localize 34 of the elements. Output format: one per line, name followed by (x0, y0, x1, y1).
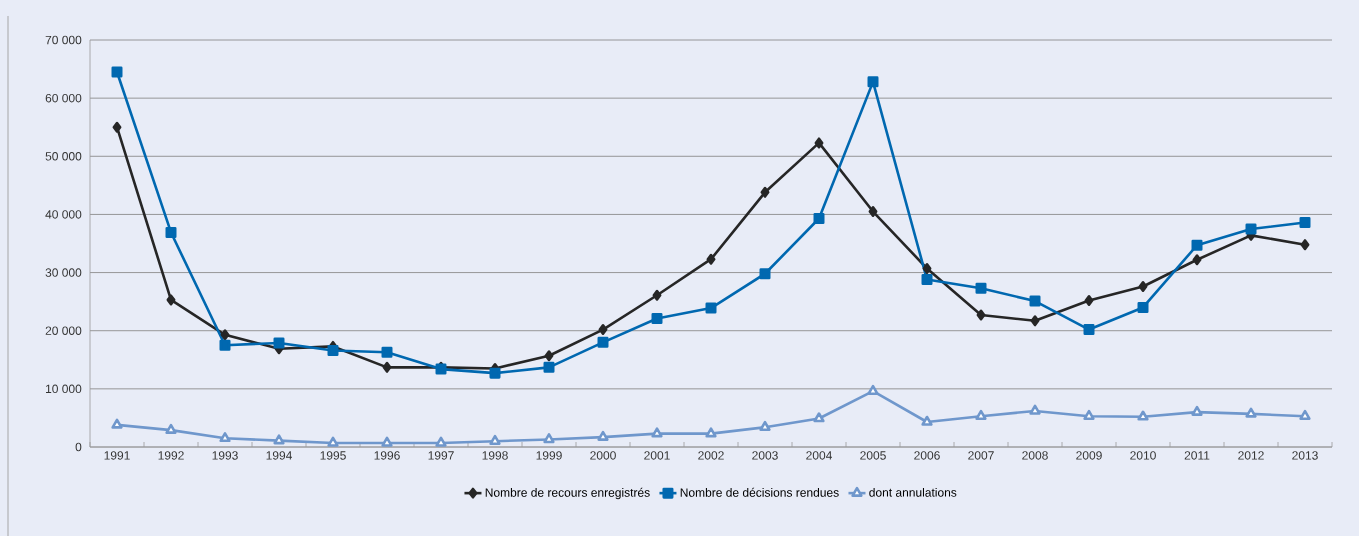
x-tick-label: 1992 (158, 450, 184, 460)
x-tick-label: 2002 (698, 450, 724, 460)
x-tick-label: 2008 (1022, 450, 1048, 460)
legend-label: Nombre de recours enregistrés (485, 487, 650, 499)
x-tick-label: 2011 (1184, 450, 1210, 460)
legend-label: Nombre de décisions rendues (680, 487, 839, 497)
y-tick-label: 60 000 (45, 93, 82, 103)
x-tick-label: 2013 (1292, 450, 1318, 460)
y-tick-label: 40 000 (45, 209, 82, 219)
x-tick-label: 1999 (536, 450, 562, 460)
legend-label: dont annulations (869, 487, 957, 497)
x-tick-label: 2009 (1076, 450, 1102, 460)
y-tick-label: 20 000 (45, 326, 82, 335)
x-tick-label: 1998 (482, 450, 508, 460)
x-tick-label: 1993 (212, 450, 238, 460)
x-tick-label: 2004 (806, 450, 832, 460)
y-tick-label: 10 000 (46, 384, 82, 393)
x-tick-label: 2006 (914, 450, 940, 460)
y-tick-label: 50 000 (45, 151, 82, 161)
x-tick-label: 1996 (374, 450, 400, 460)
x-tick-label: 2000 (590, 450, 616, 460)
x-tick-label: 1991 (104, 450, 130, 460)
x-tick-label: 1994 (266, 450, 292, 460)
y-tick-label: 0 (75, 442, 82, 452)
x-tick-label: 2012 (1238, 450, 1264, 460)
x-tick-label: 2003 (752, 450, 778, 460)
y-tick-label: 70 000 (45, 35, 82, 45)
y-tick-label: 30 000 (45, 268, 82, 277)
x-tick-label: 2010 (1130, 450, 1156, 460)
x-tick-label: 2001 (644, 450, 670, 460)
x-tick-label: 1997 (428, 450, 454, 460)
x-tick-label: 1995 (320, 450, 346, 460)
x-tick-label: 2005 (860, 450, 886, 460)
x-tick-label: 2007 (968, 450, 994, 460)
